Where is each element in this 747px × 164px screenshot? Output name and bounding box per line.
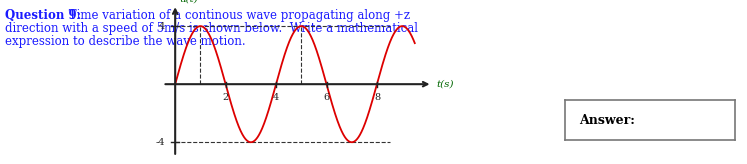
Text: direction with a speed of 5m/s is shown below.  Write a mathematical: direction with a speed of 5m/s is shown … — [5, 22, 418, 35]
Text: Question 9:: Question 9: — [5, 9, 81, 22]
Text: 2: 2 — [223, 93, 229, 102]
Text: Answer:: Answer: — [579, 113, 634, 126]
Text: Time variation of a continous wave propagating along +z: Time variation of a continous wave propa… — [65, 9, 410, 22]
Text: 4: 4 — [273, 93, 279, 102]
Text: 8: 8 — [374, 93, 380, 102]
Text: 4: 4 — [159, 22, 165, 31]
Text: expression to describe the wave motion.: expression to describe the wave motion. — [5, 35, 246, 48]
Text: 6: 6 — [323, 93, 329, 102]
Text: u(t): u(t) — [179, 0, 198, 4]
Text: t(s): t(s) — [436, 80, 453, 89]
Text: -4: -4 — [155, 138, 165, 147]
